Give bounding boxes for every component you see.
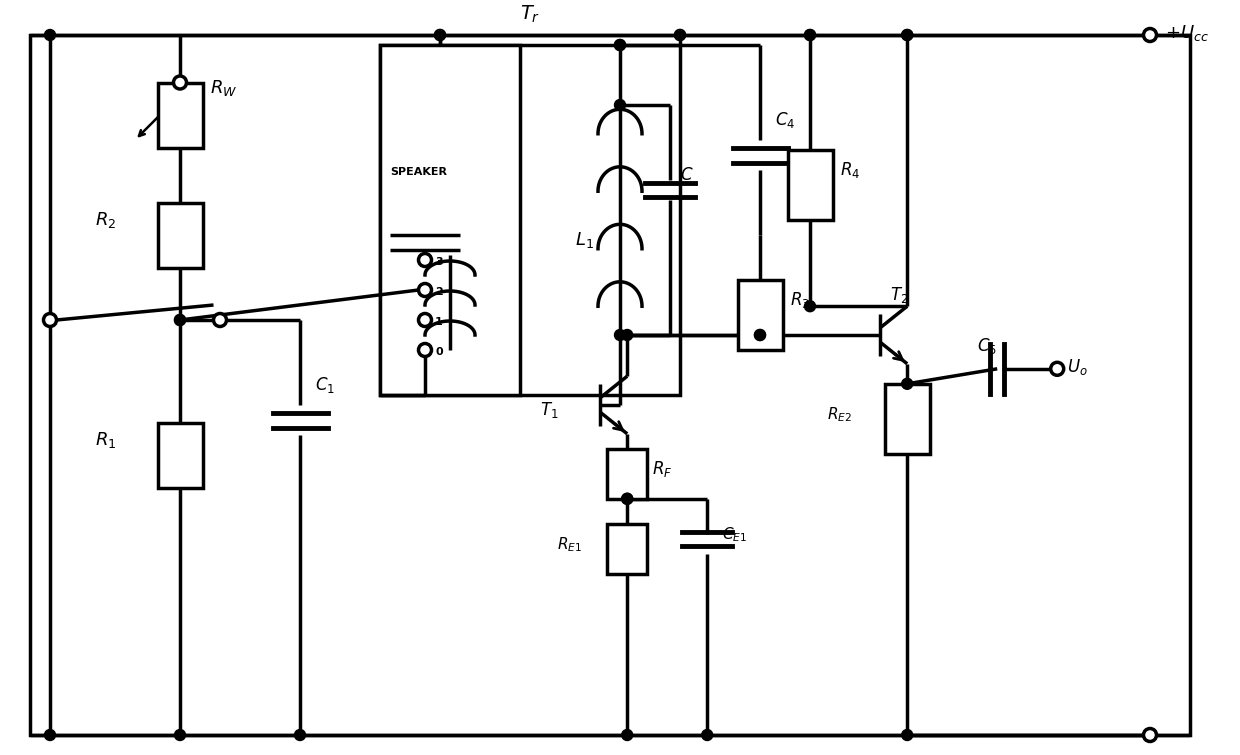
Circle shape	[702, 729, 713, 741]
Circle shape	[621, 493, 632, 504]
Text: 2: 2	[435, 287, 443, 297]
Circle shape	[805, 29, 816, 41]
Text: $R_{E2}$: $R_{E2}$	[827, 405, 852, 424]
Bar	[157, 423, 202, 488]
Text: $T_2$: $T_2$	[890, 285, 909, 305]
Text: $R_1$: $R_1$	[95, 430, 117, 450]
Bar	[157, 82, 202, 147]
Circle shape	[901, 378, 913, 390]
Circle shape	[419, 344, 432, 356]
Text: $C_4$: $C_4$	[775, 110, 795, 130]
Text: 0: 0	[435, 347, 443, 357]
Circle shape	[419, 313, 432, 326]
Circle shape	[175, 315, 186, 325]
Circle shape	[621, 729, 632, 741]
Bar	[379, 45, 520, 395]
Bar	[379, 45, 680, 395]
Text: 1: 1	[435, 317, 443, 327]
Circle shape	[754, 329, 765, 341]
Circle shape	[901, 729, 913, 741]
Bar	[157, 202, 202, 267]
Circle shape	[1143, 29, 1157, 42]
Text: $U_o$: $U_o$	[1068, 357, 1087, 377]
Circle shape	[434, 29, 445, 41]
Circle shape	[174, 76, 186, 89]
Circle shape	[615, 39, 625, 51]
Circle shape	[615, 329, 625, 341]
Circle shape	[901, 29, 913, 41]
Text: $C_1$: $C_1$	[315, 375, 335, 395]
Text: $R_{E1}$: $R_{E1}$	[557, 535, 583, 553]
Circle shape	[175, 729, 186, 741]
Text: $+U_{cc}$: $+U_{cc}$	[1166, 23, 1209, 43]
Text: $L_1$: $L_1$	[575, 230, 594, 250]
Circle shape	[805, 300, 816, 312]
Circle shape	[295, 729, 305, 741]
Text: $R_F$: $R_F$	[652, 459, 672, 479]
Circle shape	[45, 729, 56, 741]
Circle shape	[175, 315, 186, 325]
Circle shape	[675, 29, 686, 41]
Bar	[608, 448, 647, 499]
Text: $T_1$: $T_1$	[539, 400, 558, 420]
Circle shape	[621, 329, 632, 341]
Circle shape	[434, 29, 445, 41]
Circle shape	[615, 100, 625, 110]
Circle shape	[419, 283, 432, 297]
Text: $R_3$: $R_3$	[790, 290, 810, 310]
Circle shape	[615, 39, 625, 51]
Text: SPEAKER: SPEAKER	[391, 167, 446, 177]
Circle shape	[213, 313, 227, 326]
Circle shape	[754, 329, 765, 341]
Text: $C$: $C$	[680, 166, 693, 184]
Text: $R_4$: $R_4$	[839, 160, 861, 180]
Circle shape	[43, 313, 57, 326]
Circle shape	[45, 29, 56, 41]
Bar	[787, 150, 832, 220]
Circle shape	[621, 493, 632, 504]
Circle shape	[805, 29, 816, 41]
Circle shape	[1050, 362, 1064, 375]
Bar	[738, 280, 782, 350]
Text: $R_2$: $R_2$	[95, 210, 117, 230]
Bar	[884, 384, 930, 454]
Circle shape	[901, 29, 913, 41]
Text: $T_r$: $T_r$	[520, 4, 541, 26]
Circle shape	[675, 29, 686, 41]
Circle shape	[419, 254, 432, 267]
Text: $C_{E1}$: $C_{E1}$	[722, 525, 748, 544]
Circle shape	[1143, 729, 1157, 741]
Text: $R_W$: $R_W$	[210, 78, 237, 98]
Bar	[608, 524, 647, 574]
Text: 3: 3	[435, 257, 443, 267]
Text: $C_5$: $C_5$	[977, 336, 997, 356]
